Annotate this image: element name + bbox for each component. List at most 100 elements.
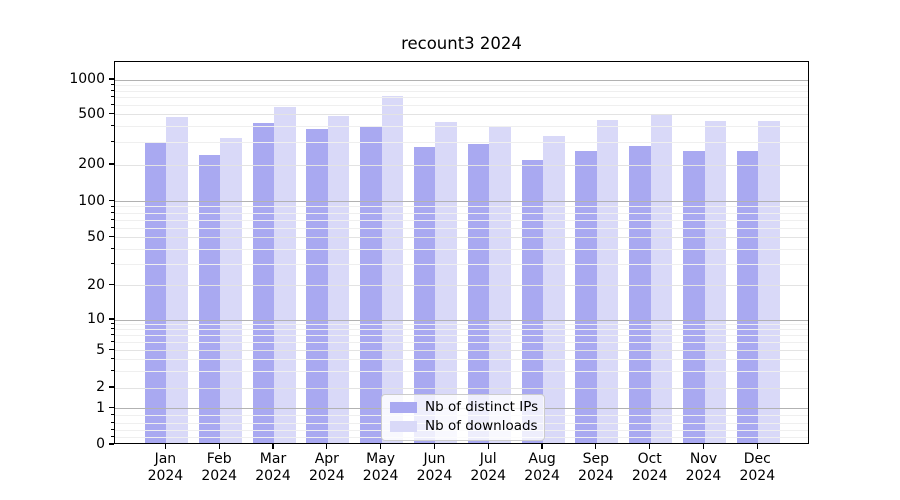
legend-item-distinct-ips: Nb of distinct IPs <box>390 399 539 415</box>
legend: Nb of distinct IPs Nb of downloads <box>381 394 545 441</box>
x-tick-label-may: May 2024 <box>362 451 399 484</box>
y-tick-label: 500 <box>78 105 105 122</box>
y-tick-label: 50 <box>87 228 105 245</box>
x-tick-mark <box>164 444 166 449</box>
bar-downloads-nov <box>704 121 726 443</box>
bar-downloads-dec <box>758 121 780 443</box>
y-tick-label: 10 <box>87 311 105 327</box>
chart-title: recount3 2024 <box>401 34 522 53</box>
y-tick-mark <box>108 112 114 115</box>
bar-downloads-jan <box>166 117 188 443</box>
x-tick-label-feb: Feb 2024 <box>201 451 238 484</box>
x-tick-mark <box>702 444 705 449</box>
y-tick-mark-minor <box>111 83 114 85</box>
y-tick-mark-minor <box>111 226 114 228</box>
bar-distinct-ips-feb <box>198 155 221 443</box>
y-tick-mark-minor <box>111 211 114 213</box>
bar-downloads-feb <box>220 137 242 443</box>
x-tick-label-oct: Oct 2024 <box>631 451 668 484</box>
y-tick-mark-minor <box>111 414 114 416</box>
legend-label-distinct-ips: Nb of distinct IPs <box>425 399 539 415</box>
bar-downloads-jun <box>435 122 457 443</box>
x-tick-mark <box>595 444 597 449</box>
bar-distinct-ips-may <box>360 125 382 443</box>
y-tick-mark-minor <box>111 429 114 430</box>
bar-distinct-ips-apr <box>306 129 328 443</box>
x-tick-mark <box>756 444 758 449</box>
y-tick-mark <box>108 199 114 202</box>
bar-downloads-sep <box>596 119 619 443</box>
bar-distinct-ips-mar <box>252 123 275 443</box>
y-tick-mark-minor <box>111 334 114 336</box>
y-tick-mark-minor <box>111 247 114 249</box>
bar-distinct-ips-jun <box>413 146 436 443</box>
y-tick-mark-minor <box>111 323 114 325</box>
bar-distinct-ips-sep <box>575 151 597 443</box>
bar-downloads-may <box>381 96 404 443</box>
legend-swatch-downloads <box>390 421 417 432</box>
y-tick-mark <box>108 163 114 165</box>
y-tick-mark <box>108 386 114 388</box>
x-tick-mark <box>272 444 274 449</box>
y-tick-label: 5 <box>96 341 105 358</box>
y-tick-label: 1000 <box>69 71 105 87</box>
plot-area: Nb of distinct IPs Nb of downloads <box>114 61 809 444</box>
y-tick-mark-minor <box>111 89 114 91</box>
x-tick-mark <box>326 444 328 449</box>
y-tick-label: 2 <box>96 379 105 395</box>
bar-distinct-ips-oct <box>629 145 651 443</box>
x-tick-label-nov: Nov 2024 <box>685 451 722 484</box>
bar-downloads-oct <box>650 115 673 443</box>
x-tick-label-apr: Apr 2024 <box>309 451 345 484</box>
y-tick-mark-minor <box>111 436 114 438</box>
x-tick-mark <box>487 444 489 449</box>
y-tick-mark <box>108 78 114 80</box>
y-tick-mark-minor <box>111 358 114 360</box>
bar-downloads-apr <box>327 115 350 443</box>
y-tick-label: 200 <box>78 156 105 172</box>
legend-label-downloads: Nb of downloads <box>425 418 538 434</box>
x-tick-label-dec: Dec 2024 <box>739 451 776 484</box>
y-tick-mark <box>108 348 114 351</box>
y-tick-label: 0 <box>96 436 105 452</box>
legend-swatch-distinct-ips <box>390 402 417 413</box>
y-tick-mark-minor <box>111 341 114 342</box>
bar-distinct-ips-dec <box>736 151 759 443</box>
y-tick-mark-minor <box>111 218 114 220</box>
y-tick-mark-minor <box>111 104 114 105</box>
x-tick-label-sep: Sep 2024 <box>578 451 614 484</box>
y-tick-mark <box>108 406 114 409</box>
bar-downloads-aug <box>543 136 565 443</box>
x-tick-label-jul: Jul 2024 <box>470 451 507 484</box>
x-tick-mark <box>218 444 220 449</box>
bar-distinct-ips-jul <box>467 143 490 443</box>
y-tick-mark-minor <box>111 205 114 207</box>
x-tick-label-mar: Mar 2024 <box>255 451 291 484</box>
bar-distinct-ips-jan <box>144 142 167 443</box>
x-tick-label-aug: Aug 2024 <box>524 451 560 484</box>
x-tick-label-jun: Jun 2024 <box>416 451 453 484</box>
y-tick-mark <box>108 443 114 445</box>
x-tick-mark <box>541 444 543 449</box>
y-tick-mark <box>108 283 114 286</box>
bar-downloads-mar <box>274 106 296 443</box>
y-tick-mark-minor <box>111 370 114 371</box>
y-tick-mark-minor <box>111 141 114 143</box>
y-tick-mark-minor <box>111 125 114 127</box>
bar-downloads-jul <box>489 126 511 443</box>
y-tick-mark-minor <box>111 328 114 330</box>
y-tick-mark-minor <box>111 96 114 98</box>
y-tick-mark-minor <box>111 262 114 264</box>
y-tick-mark <box>108 318 114 320</box>
bar-distinct-ips-nov <box>683 151 705 443</box>
y-tick-label: 20 <box>87 276 105 293</box>
x-tick-mark <box>380 444 382 449</box>
legend-item-downloads: Nb of downloads <box>390 418 538 434</box>
y-tick-label: 1 <box>96 399 105 416</box>
y-tick-mark-minor <box>111 421 114 423</box>
x-tick-label-jan: Jan 2024 <box>147 451 184 484</box>
y-tick-mark <box>108 235 114 238</box>
x-tick-mark <box>649 444 651 449</box>
y-tick-label: 100 <box>78 192 105 209</box>
